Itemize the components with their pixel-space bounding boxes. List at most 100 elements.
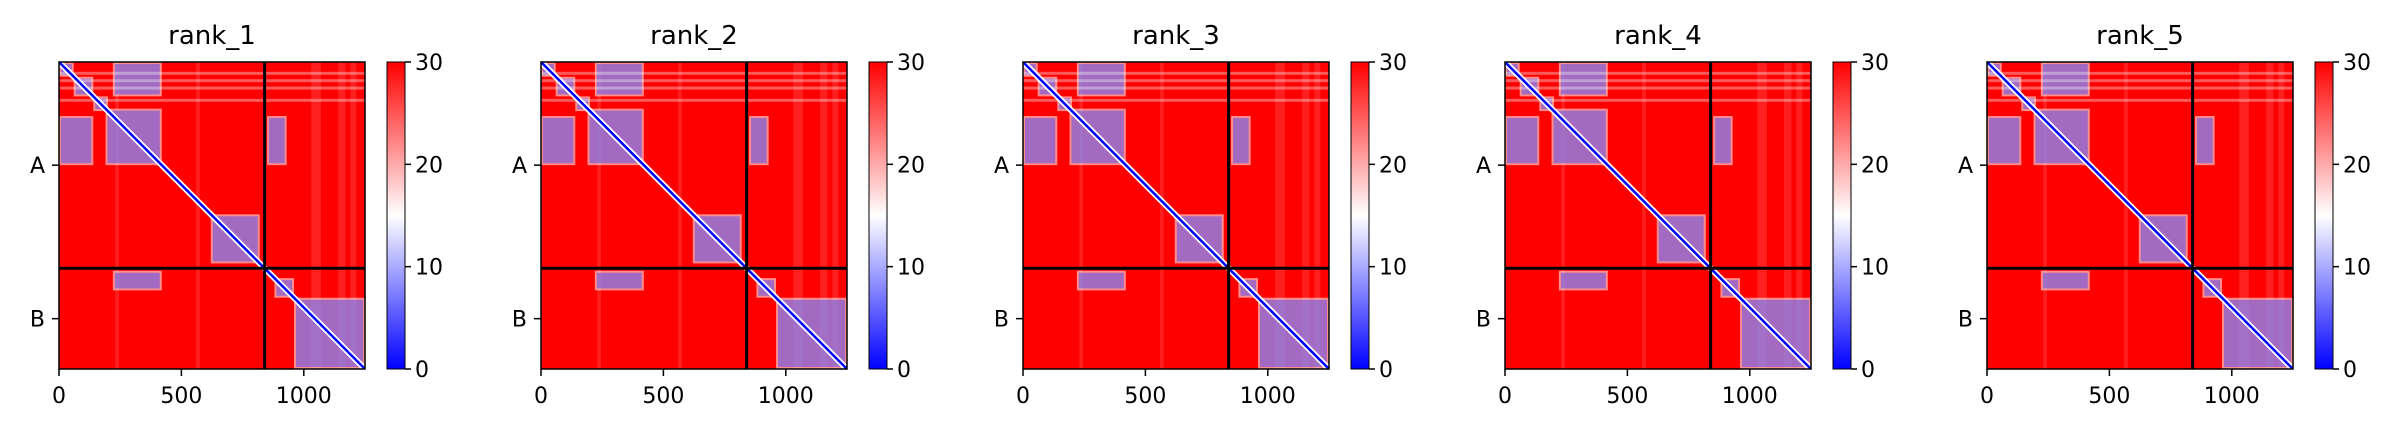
heatmap-block-core [61,118,92,164]
heatmap-block-core [2042,64,2088,95]
chain-label: B [1476,308,1491,333]
colorbar: 0 10 20 30 [868,51,925,383]
diagonal-line [1023,62,1329,369]
plot-frame [1504,61,1812,370]
heatmap-stripe [1023,86,1329,90]
heatmap-band [597,62,601,369]
heatmap-block-core [543,118,574,164]
heatmap-block-core [114,64,160,95]
panel-rank_5: rank_5 0 500 1000 A B 0 10 20 30 [1958,21,2371,409]
colorbar-gradient [2314,61,2334,370]
colorbar-gradient [1832,61,1852,370]
heatmap-block-core [1560,272,1606,289]
heatmap-band [1275,62,1285,369]
colorbar-tick-label: 10 [2343,256,2371,281]
heatmap-block [2040,62,2090,97]
heatmap-block-core [1078,272,1124,289]
heatmap-block [541,116,576,166]
heatmap-band [338,62,346,369]
panel-title: rank_3 [1132,21,1220,51]
x-tick-label: 0 [1016,384,1030,409]
chain-label: B [30,308,45,333]
heatmap-block [1076,270,1126,291]
heatmap-band [2278,62,2285,369]
heatmap-stripe [1023,98,1329,102]
heatmap-block [267,116,287,166]
colorbar-tick-label: 10 [1861,256,1889,281]
diagonal-line [1987,62,2293,369]
colorbar-tick-label: 30 [2343,51,2371,76]
colorbar-tick-label: 30 [897,51,925,76]
panel-title: rank_5 [2096,21,2184,51]
heatmap-block-core [596,64,642,95]
chain-label: A [30,154,45,179]
heatmap-band [1642,62,1646,369]
x-tick-label: 500 [1606,384,1648,409]
colorbar-tick-label: 20 [1379,153,1407,178]
heatmap-block-core [1715,118,1731,164]
x-tick-label: 0 [1498,384,1512,409]
heatmap-block [59,116,94,166]
heatmap-block [1231,116,1251,166]
heatmap-block [749,116,769,166]
heatmap-block [1505,116,1540,166]
heatmap-block-core [1507,118,1538,164]
heatmap-band [2239,62,2249,369]
heatmap-block [594,62,644,97]
heatmap [1505,62,1811,369]
heatmap [541,62,847,369]
diagonal-line [1505,62,1811,369]
panel-rank_1: rank_1 0 500 1000 A B 0 10 20 30 [30,21,443,409]
heatmap-band [1314,62,1321,369]
heatmap-block-core [1078,64,1124,95]
heatmap-stripe [1505,71,1811,75]
colorbar: 0 10 20 30 [1350,51,1407,383]
heatmap-stripe [1505,86,1811,90]
colorbar-tick-label: 20 [2343,153,2371,178]
heatmap [1987,62,2293,369]
chain-label: B [1958,308,1973,333]
heatmap-stripe [541,86,847,90]
panel-rank_2: rank_2 0 500 1000 A B 0 10 20 30 [512,21,925,409]
heatmap-stripe [541,79,847,83]
heatmap-block-core [1560,64,1606,95]
heatmap-block-core [114,272,160,289]
plot-frame [540,61,848,370]
x-tick-label: 1000 [1722,384,1778,409]
chain-label: A [1476,154,1491,179]
x-tick-label: 0 [52,384,66,409]
colorbar-tick-label: 20 [415,153,443,178]
colorbar-tick-label: 20 [1861,153,1889,178]
heatmap-band [350,62,357,369]
colorbar-gradient [868,61,888,370]
heatmap-stripe [1023,71,1329,75]
heatmap-stripe [541,98,847,102]
heatmap-band [1796,62,1803,369]
heatmap-block-core [1025,118,1056,164]
heatmap-block-core [1233,118,1249,164]
heatmap-band [820,62,828,369]
panel-rank_3: rank_3 0 500 1000 A B 0 10 20 30 [994,21,1407,409]
heatmap-band [1757,62,1767,369]
heatmap-block [1987,116,2022,166]
heatmap-stripe [59,98,365,102]
heatmap-block [112,270,162,291]
colorbar-tick-label: 0 [2343,358,2357,383]
chain-label: A [512,154,527,179]
heatmap-stripe [1505,98,1811,102]
heatmap-block [1023,116,1058,166]
x-tick-label: 1000 [276,384,332,409]
colorbar-tick-label: 0 [897,358,911,383]
heatmap-stripe [59,71,365,75]
heatmap-stripe [1987,98,2293,102]
x-tick-label: 0 [534,384,548,409]
colorbar-tick-label: 0 [1861,358,1875,383]
plot-frame [58,61,366,370]
heatmap-band [1561,62,1565,369]
heatmap-band [678,62,682,369]
heatmap-block-core [751,118,767,164]
colorbar: 0 10 20 30 [1832,51,1889,383]
heatmap-stripe [1987,86,2293,90]
heatmap-stripe [1987,79,2293,83]
colorbar-gradient [386,61,406,370]
